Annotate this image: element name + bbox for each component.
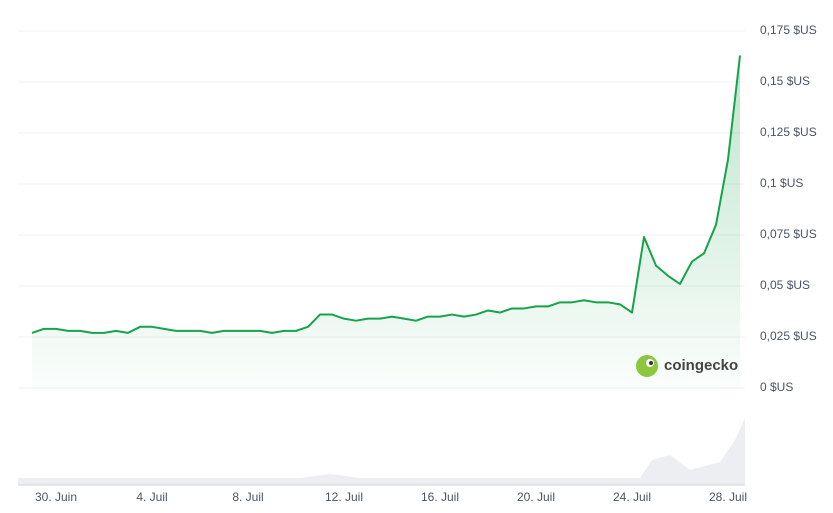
x-tick-label: 20. Juil <box>517 490 555 504</box>
y-tick-label: 0,15 $US <box>760 74 810 88</box>
y-tick-label: 0,025 $US <box>760 329 817 343</box>
x-tick-label: 8. Juil <box>232 490 263 504</box>
x-tick-label: 16. Juil <box>421 490 459 504</box>
volume-area <box>18 418 745 485</box>
x-tick-label: 24. Juil <box>613 490 651 504</box>
area <box>32 55 740 388</box>
x-tick-label: 28. Juil <box>709 490 747 504</box>
y-tick-label: 0,075 $US <box>760 227 817 241</box>
y-tick-label: 0,125 $US <box>760 125 817 139</box>
y-tick-label: 0,175 $US <box>760 23 817 37</box>
x-tick-label: 4. Juil <box>136 490 167 504</box>
watermark-text: coingecko <box>664 357 738 374</box>
watermark: coingecko <box>636 355 738 377</box>
x-tick-label: 30. Juin <box>35 490 77 504</box>
y-tick-label: 0 $US <box>760 380 793 394</box>
x-tick-label: 12. Juil <box>325 490 363 504</box>
y-tick-label: 0,1 $US <box>760 176 803 190</box>
plot <box>31 55 741 388</box>
y-tick-label: 0,05 $US <box>760 278 810 292</box>
price-line <box>31 55 741 334</box>
